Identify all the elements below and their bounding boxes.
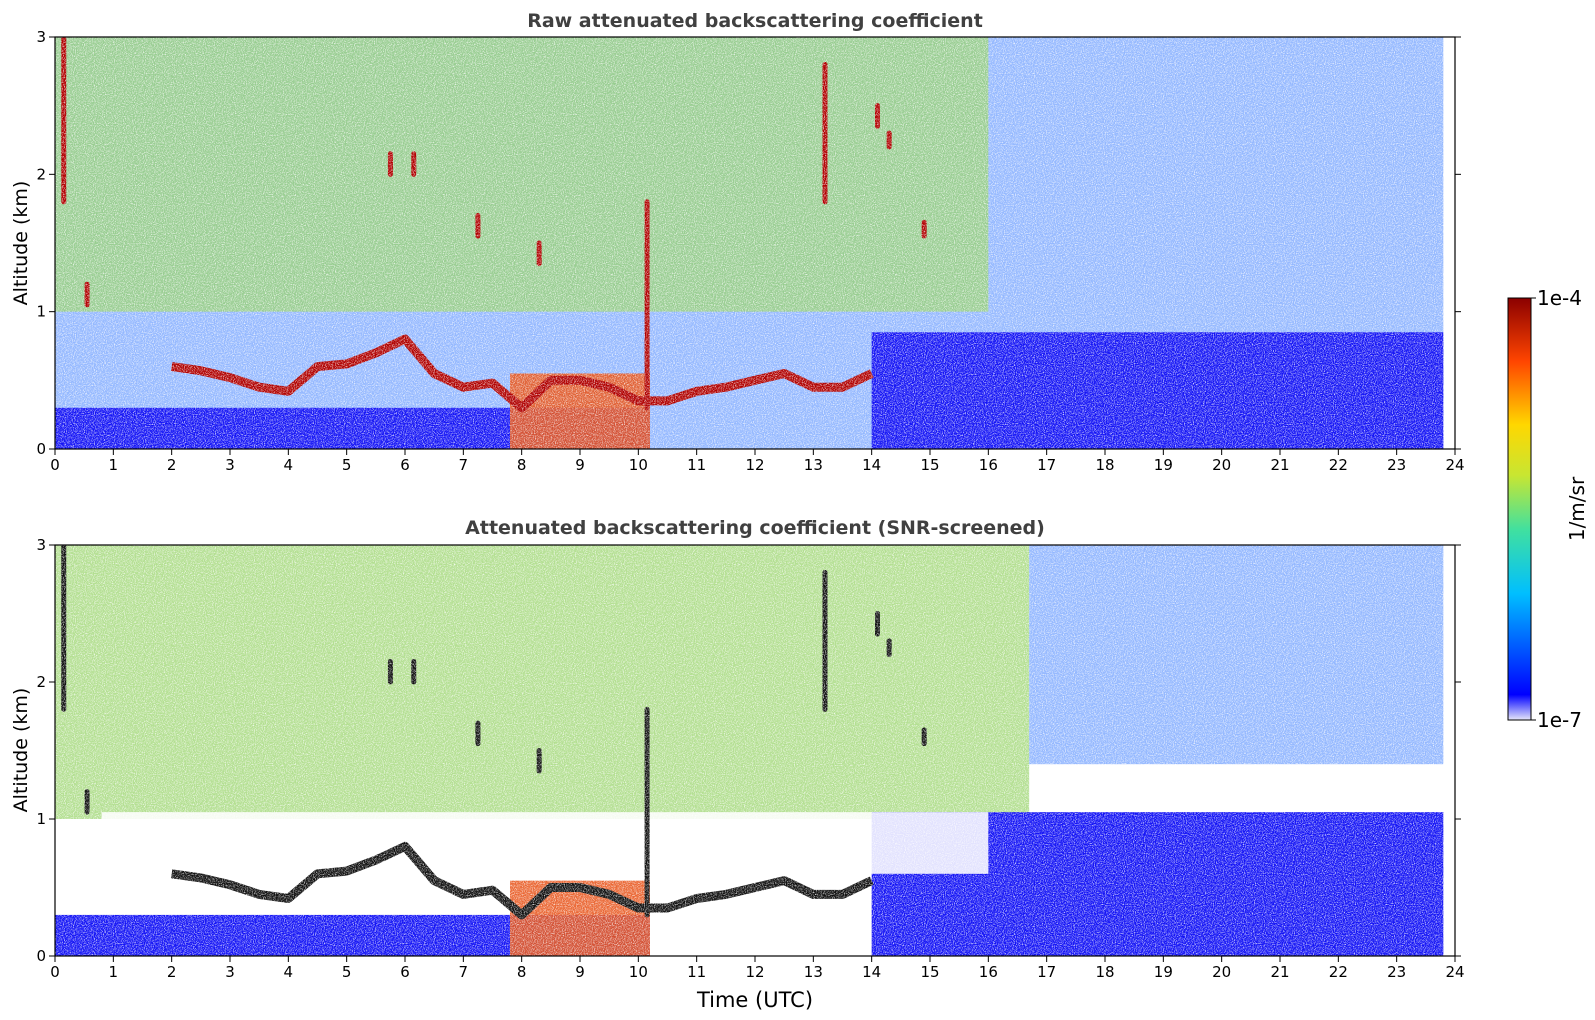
x-tick-label: 8 [517,963,527,981]
colorbar-label: 1/m/sr [1565,476,1589,541]
y-tick-label: 2 [36,673,46,691]
x-tick-label: 19 [1154,963,1173,981]
colorbar-gradient [1507,297,1532,721]
x-tick-label: 10 [629,963,648,981]
x-tick-label: 16 [979,963,998,981]
x-tick-label: 14 [862,456,881,474]
x-tick-label: 11 [687,456,706,474]
heatmap [55,545,1455,956]
y-tick-label: 1 [36,810,46,828]
colorbar: 1e-4 1e-7 1/m/sr [1507,286,1589,732]
x-tick-label: 23 [1387,456,1406,474]
x-axis-label: Time (UTC) [696,988,813,1012]
x-axis: 0 1 2 3 4 5 6 7 8 9 10 11 12 13 14 15 16 17 18 19 20 21 22 23 24 [50,449,1465,474]
x-tick-label: 6 [400,963,410,981]
x-tick-label: 16 [979,456,998,474]
x-tick-label: 0 [50,963,60,981]
colorbar-max-label: 1e-4 [1537,286,1582,310]
x-tick-label: 14 [862,963,881,981]
y-axis-label: Altitude (km) [10,181,32,306]
chart-title: Attenuated backscattering coefficient (S… [465,517,1045,539]
x-tick-label: 23 [1387,963,1406,981]
x-tick-label: 21 [1270,456,1289,474]
y-tick-label: 0 [36,947,46,965]
x-tick-label: 24 [1445,456,1464,474]
x-tick-label: 17 [1037,963,1056,981]
x-tick-label: 10 [629,456,648,474]
x-tick-label: 5 [342,456,352,474]
panel-screened: Attenuated backscattering coefficient (S… [10,517,1465,1012]
y-tick-label: 0 [36,440,46,458]
x-tick-label: 1 [109,456,119,474]
x-axis: 0 1 2 3 4 5 6 7 8 9 10 11 12 13 14 15 16 17 18 19 20 21 22 23 24 [50,956,1465,981]
y-tick-label: 3 [36,536,46,554]
x-tick-label: 2 [167,963,177,981]
noise-overlay [55,545,1455,956]
x-tick-label: 22 [1329,456,1348,474]
x-tick-label: 15 [920,456,939,474]
x-tick-label: 15 [920,963,939,981]
x-tick-label: 9 [575,963,585,981]
x-tick-label: 8 [517,456,527,474]
x-tick-label: 4 [284,963,294,981]
colorbar-min-label: 1e-7 [1537,708,1582,732]
x-tick-label: 17 [1037,456,1056,474]
y-tick-label: 1 [36,303,46,321]
x-tick-label: 12 [745,456,764,474]
x-tick-label: 19 [1154,456,1173,474]
x-tick-label: 22 [1329,963,1348,981]
x-tick-label: 7 [459,456,469,474]
x-tick-label: 6 [400,456,410,474]
x-tick-label: 20 [1212,963,1231,981]
x-tick-label: 0 [50,456,60,474]
heatmap [55,37,1455,449]
y-tick-label: 3 [36,28,46,46]
panel-raw: Raw attenuated backscattering coefficien… [10,10,1465,474]
x-tick-label: 18 [1095,456,1114,474]
x-tick-label: 3 [225,456,235,474]
x-tick-label: 24 [1445,963,1464,981]
x-tick-label: 20 [1212,456,1231,474]
y-axis: 0 1 2 3 [36,28,1461,458]
y-axis-label: Altitude (km) [10,688,32,813]
chart-title: Raw attenuated backscattering coefficien… [527,10,983,32]
x-tick-label: 13 [804,963,823,981]
x-tick-label: 18 [1095,963,1114,981]
y-tick-label: 2 [36,165,46,183]
x-tick-label: 1 [109,963,119,981]
x-tick-label: 2 [167,456,177,474]
x-tick-label: 3 [225,963,235,981]
x-tick-label: 7 [459,963,469,981]
x-tick-label: 4 [284,456,294,474]
x-tick-label: 5 [342,963,352,981]
x-tick-label: 21 [1270,963,1289,981]
x-tick-label: 9 [575,456,585,474]
x-tick-label: 13 [804,456,823,474]
y-axis: 0 1 2 3 [36,536,1461,965]
noise-overlay [55,37,1455,449]
x-tick-label: 12 [745,963,764,981]
x-tick-label: 11 [687,963,706,981]
